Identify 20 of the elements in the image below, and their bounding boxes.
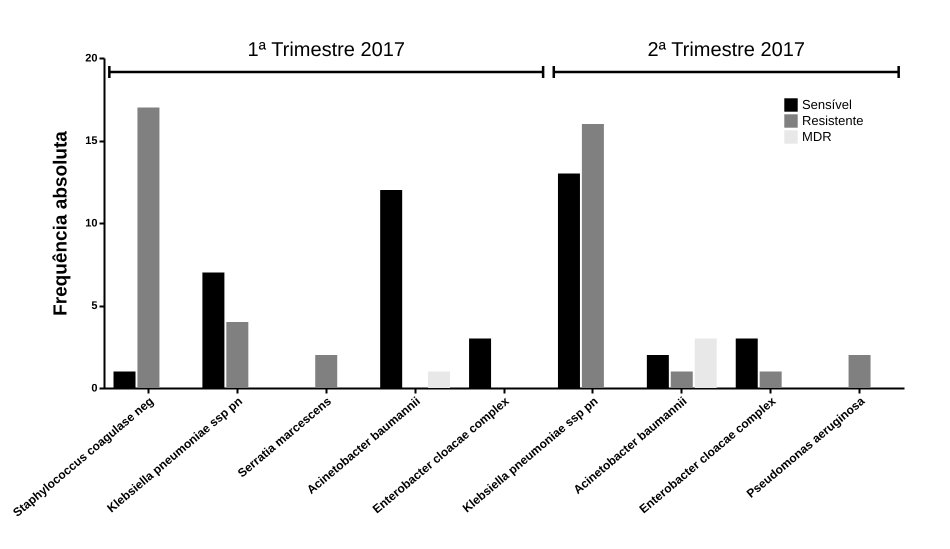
bar [670, 372, 693, 388]
bar [137, 108, 160, 388]
bar [848, 355, 871, 388]
bar [226, 322, 248, 388]
y-tick-label: 15 [85, 135, 98, 147]
y-axis-title: Frequência absoluta [50, 130, 72, 316]
bar [694, 338, 717, 388]
y-tick-label: 20 [85, 52, 98, 64]
annotation: 2ª Trimestre 2017 [647, 39, 805, 61]
legend-label: Resistente [802, 113, 864, 128]
y-tick-label: 0 [91, 382, 98, 394]
legend-label: Sensível [802, 97, 852, 112]
bar [428, 372, 450, 388]
bar [315, 355, 338, 388]
bar [760, 372, 782, 388]
legend-label: MDR [802, 129, 832, 144]
y-tick-label: 5 [91, 300, 98, 312]
y-tick-label: 10 [85, 218, 98, 230]
bar [582, 124, 604, 388]
annotation: 1ª Trimestre 2017 [247, 39, 405, 61]
